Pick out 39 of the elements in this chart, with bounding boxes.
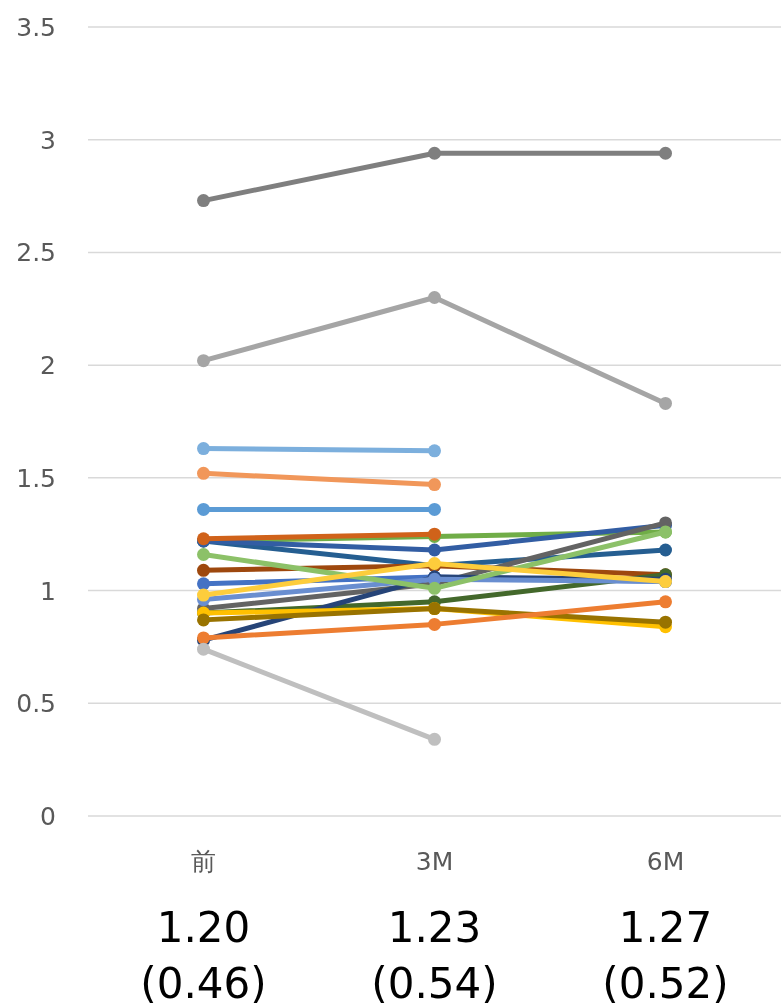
y-tick-label: 0.5 (16, 689, 56, 719)
point (659, 396, 672, 410)
text: 1.20 (0.46) (140, 903, 267, 1005)
point (428, 543, 441, 557)
y-tick-label: 3 (40, 125, 56, 155)
y-tick-label: 3.5 (16, 13, 56, 42)
point (197, 588, 210, 602)
text: 1.23 (0.54) (371, 903, 498, 1005)
point (428, 581, 441, 595)
point (428, 732, 441, 746)
x-tick-label: 3M (415, 847, 454, 876)
point (197, 466, 210, 480)
point (197, 548, 210, 561)
point (428, 444, 441, 458)
point (659, 146, 672, 160)
text: 1.27 (0.52) (602, 903, 729, 1005)
point (197, 577, 210, 591)
point (197, 642, 210, 656)
y-tick-label: 1 (40, 576, 56, 606)
point (197, 194, 210, 208)
x-tick-label: 前 (191, 847, 216, 876)
y-tick-label: 2 (40, 351, 56, 381)
x-tick-label: 6M (646, 847, 685, 876)
point (428, 502, 441, 516)
point (197, 613, 210, 627)
point (197, 502, 210, 516)
point (428, 146, 441, 160)
point (428, 478, 441, 492)
point (197, 563, 210, 577)
point (197, 354, 210, 368)
point (659, 615, 672, 629)
point (659, 595, 672, 609)
y-tick-label: 2.5 (16, 238, 56, 268)
point (428, 291, 441, 305)
point (428, 617, 441, 631)
point (659, 543, 672, 557)
point (197, 442, 210, 456)
y-tick-label: 1.5 (16, 463, 56, 493)
y-tick-label: 0 (40, 802, 56, 831)
